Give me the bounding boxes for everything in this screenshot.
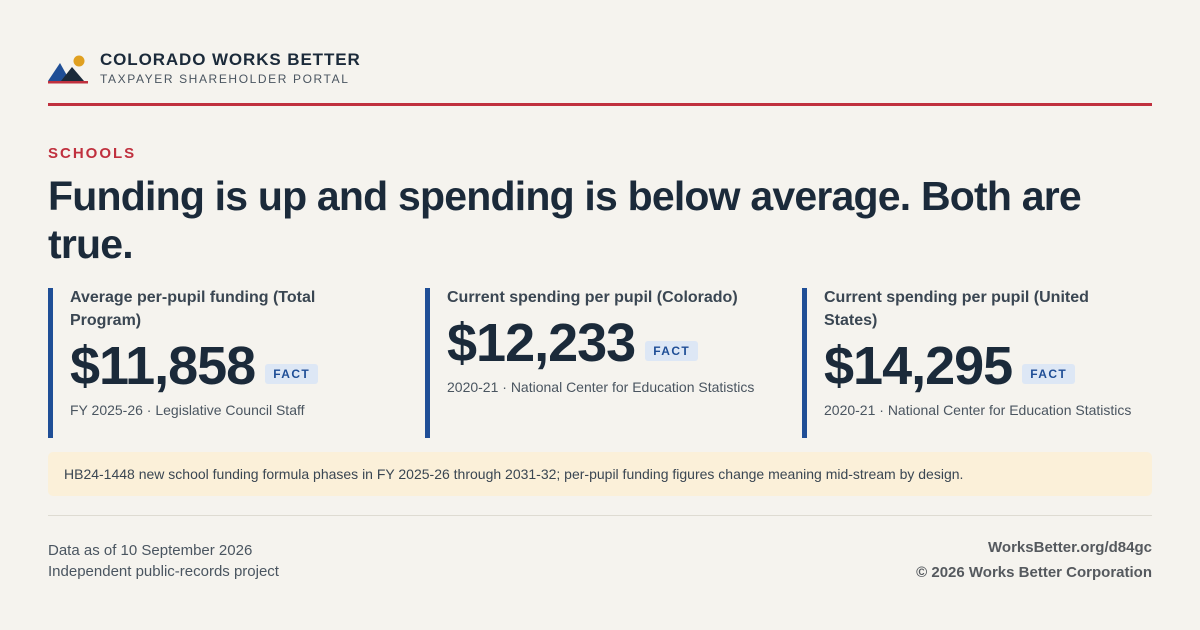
note-banner: HB24-1448 new school funding formula pha… — [48, 452, 1152, 496]
stat-source: FY 2025-26 · Legislative Council Staff — [70, 402, 305, 418]
footer-links: WorksBetter.org/d84gc © 2026 Works Bette… — [916, 535, 1152, 585]
stat-value: $11,858 — [70, 336, 256, 396]
site-header: COLORADO WORKS BETTER TAXPAYER SHAREHOLD… — [48, 44, 1152, 106]
fact-badge: FACT — [1022, 364, 1076, 384]
stat-source: 2020-21 · National Center for Education … — [824, 402, 1132, 418]
section-label: SCHOOLS — [48, 145, 137, 162]
brand-subtitle: TAXPAYER SHAREHOLDER PORTAL — [100, 72, 350, 86]
stat-value: $14,295 — [824, 336, 1013, 396]
copyright: © 2026 Works Better Corporation — [916, 564, 1152, 581]
data-as-of: Data as of 10 September 2026 — [48, 542, 253, 559]
page-title: Funding is up and spending is below aver… — [48, 173, 1082, 267]
brand-name: COLORADO WORKS BETTER — [100, 50, 361, 69]
mountains-sun-icon — [48, 55, 88, 84]
stat-card: Average per-pupil funding (Total Program… — [48, 288, 388, 438]
stat-card: Current spending per pupil (United State… — [802, 288, 1142, 438]
fact-badge: FACT — [645, 341, 699, 361]
footer-meta: Data as of 10 September 2026 Independent… — [48, 540, 279, 582]
footer-divider — [48, 515, 1152, 516]
stat-label: Average per-pupil funding (Total Program… — [70, 289, 316, 329]
stat-label: Current spending per pupil (Colorado) — [447, 289, 738, 306]
stats-row: Average per-pupil funding (Total Program… — [48, 288, 1152, 438]
stat-source: 2020-21 · National Center for Education … — [447, 379, 755, 395]
project-description: Independent public-records project — [48, 563, 279, 580]
stat-value: $12,233 — [447, 313, 636, 373]
stat-label: Current spending per pupil (United State… — [824, 289, 1089, 329]
stat-card: Current spending per pupil (Colorado) $1… — [425, 288, 765, 438]
short-url-link[interactable]: WorksBetter.org/d84gc — [988, 539, 1152, 556]
fact-badge: FACT — [265, 364, 319, 384]
